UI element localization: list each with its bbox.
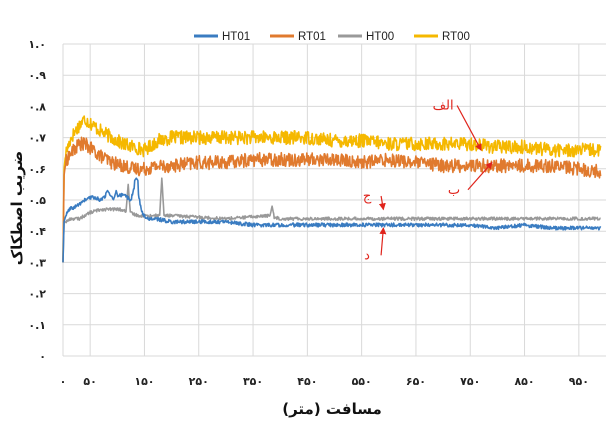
legend-label: RT00 <box>442 31 470 43</box>
x-tick-label: ۱۵۰ <box>134 375 154 388</box>
x-tick-label: ۹۵۰ <box>569 375 589 388</box>
annotation-label: د <box>364 248 370 263</box>
x-axis-title: مسافت (متر) <box>282 400 382 418</box>
legend-item-rt00: RT00 <box>414 31 470 43</box>
legend: HT01 RT01 HT00 RT00 <box>194 31 470 43</box>
y-tick-label: ۰.۸ <box>28 100 46 113</box>
annotation-ب: ب <box>448 161 493 198</box>
x-tick-label: ۳۵۰ <box>243 375 263 388</box>
y-tick-label: ۰.۶ <box>28 163 46 176</box>
x-tick-label: ۵۰ <box>83 375 96 388</box>
annotation-arrow <box>467 161 493 191</box>
series-line-rt00 <box>62 115 602 263</box>
x-tick-label: ۲۵۰ <box>189 375 209 388</box>
annotation-د: د <box>364 227 387 263</box>
y-axis-ticks: ۰ ۰.۱ ۰.۲ ۰.۳ ۰.۴ ۰.۵ ۰.۶ ۰.۷ ۰.۸ ۰.۹ ۱.۰ <box>28 38 46 363</box>
series-line-rt01 <box>62 136 602 263</box>
x-tick-label: ۶۵۰ <box>406 375 426 388</box>
legend-item-ht01: HT01 <box>194 31 250 43</box>
y-tick-label: ۰ <box>39 350 46 363</box>
y-tick-label: ۰.۵ <box>28 194 46 207</box>
y-axis-title: ضریب اصطکاک <box>8 151 26 266</box>
legend-label: HT00 <box>366 31 394 43</box>
x-tick-label: ۴۵۰ <box>297 375 317 388</box>
annotation-label: ج <box>363 189 372 204</box>
y-tick-label: ۰.۴ <box>28 225 46 238</box>
y-tick-label: ۰.۱ <box>28 319 46 332</box>
annotation-ج: ج <box>363 189 386 211</box>
x-tick-label: ۰ <box>60 375 67 388</box>
series-line-ht00 <box>62 177 601 263</box>
annotation-الف: الف <box>433 99 482 151</box>
annotation-arrow <box>456 105 482 151</box>
grid <box>62 43 606 357</box>
x-tick-label: ۷۵۰ <box>460 375 480 388</box>
annotation-layer: الف ب ج د <box>363 99 493 263</box>
x-axis-ticks: ۰ ۵۰ ۱۵۰ ۲۵۰ ۳۵۰ ۴۵۰ ۵۵۰ ۶۵۰ ۷۵۰ ۸۵۰ ۹۵۰ <box>60 375 589 388</box>
y-tick-label: ۰.۳ <box>28 256 46 269</box>
x-tick-label: ۸۵۰ <box>514 375 534 388</box>
series-line-ht01 <box>62 177 602 263</box>
y-tick-label: ۰.۹ <box>28 69 46 82</box>
legend-label: RT01 <box>298 31 326 43</box>
legend-item-ht00: HT00 <box>338 31 394 43</box>
annotation-label: الف <box>433 99 454 114</box>
legend-label: HT01 <box>222 31 250 43</box>
annotation-arrow <box>379 227 387 256</box>
y-tick-label: ۰.۲ <box>28 288 46 301</box>
annotation-arrow <box>378 195 386 211</box>
x-tick-label: ۵۵۰ <box>352 375 372 388</box>
y-tick-label: ۱.۰ <box>28 38 46 51</box>
legend-item-rt01: RT01 <box>270 31 326 43</box>
annotation-label: ب <box>448 183 460 198</box>
series-layer <box>62 115 602 263</box>
y-tick-label: ۰.۷ <box>28 132 46 145</box>
